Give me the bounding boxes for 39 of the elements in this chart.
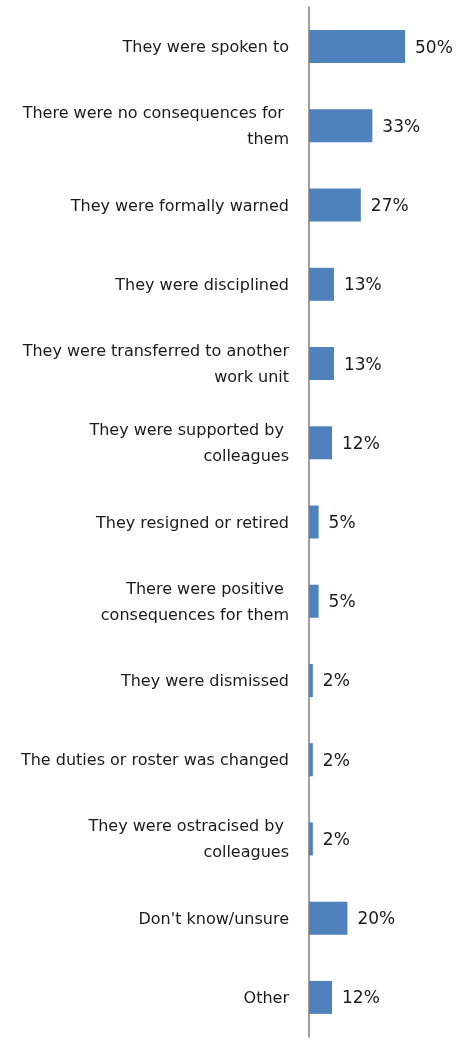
data-label: 12% <box>342 987 380 1008</box>
bar <box>309 347 334 381</box>
y-tick-label: There were no consequences for them <box>21 103 289 149</box>
bar <box>309 267 334 301</box>
y-tick-label: They were dismissed <box>119 670 289 690</box>
y-tick-label: They were formally warned <box>69 195 289 215</box>
y-tick-label: They were spoken to <box>121 37 289 57</box>
bar <box>309 663 313 697</box>
bar <box>309 822 313 856</box>
bar <box>309 30 405 64</box>
data-label: 33% <box>382 115 421 136</box>
bar <box>309 109 373 143</box>
y-tick-label: They were supported by colleagues <box>88 420 289 466</box>
y-tick-label: The duties or roster was changed <box>19 750 289 770</box>
data-label: 2% <box>322 828 350 849</box>
data-label: 2% <box>322 670 350 691</box>
y-tick-label: They were disciplined <box>114 274 289 294</box>
data-label: 2% <box>322 749 350 770</box>
data-label: 13% <box>343 274 382 295</box>
bar <box>309 584 319 618</box>
bar <box>309 426 333 460</box>
data-label: 5% <box>328 512 356 532</box>
y-tick-label: They were ostracised by colleagues <box>87 816 289 862</box>
data-label: 13% <box>343 353 382 374</box>
bar <box>309 901 348 935</box>
y-tick-label: They were transferred to another work unit <box>21 341 290 387</box>
y-tick-label: Other <box>243 987 290 1007</box>
y-tick-label: Don't know/unsure <box>138 908 289 928</box>
data-label: 20% <box>357 908 396 929</box>
bar <box>309 188 361 222</box>
data-label: 27% <box>370 195 409 216</box>
y-tick-label: They resigned or retired <box>94 512 289 532</box>
bar <box>309 980 333 1014</box>
bar <box>309 743 313 777</box>
data-label: 50% <box>415 36 453 57</box>
y-tick-label: There were positive consequences for them <box>100 578 289 624</box>
data-label: 5% <box>328 591 356 612</box>
data-label: 12% <box>342 432 380 453</box>
bar <box>309 505 319 539</box>
